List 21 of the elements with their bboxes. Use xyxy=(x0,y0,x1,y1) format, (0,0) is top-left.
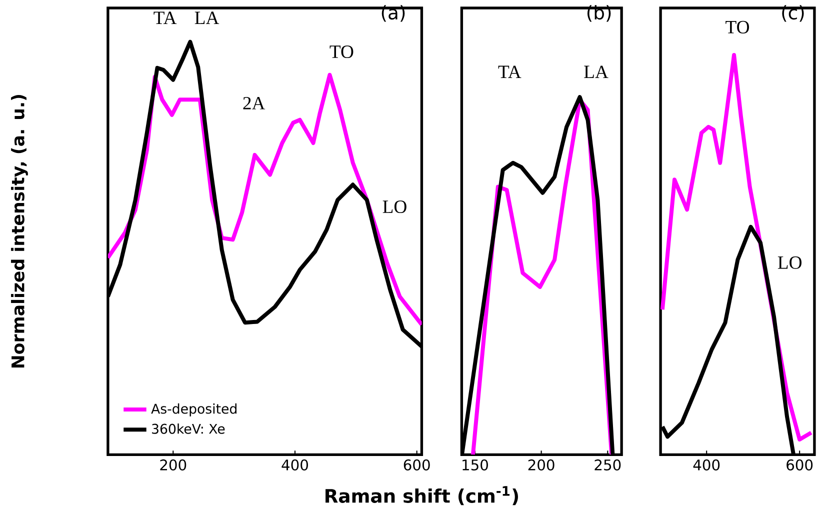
x-tick-label: 150 xyxy=(462,460,488,471)
y-axis-title: Normalized intensity, (a. u.) xyxy=(11,95,28,368)
text: TA xyxy=(498,66,522,78)
annotation: 2A xyxy=(243,97,266,110)
x-axis-title: Raman shift (cm$^{-1}$) xyxy=(326,486,518,506)
x-tick-label: 600 xyxy=(786,460,813,471)
annotation: TO xyxy=(330,46,354,58)
x-tick-label: 200 xyxy=(160,460,186,471)
x-tick-label: 400 xyxy=(693,460,720,471)
annotation: LO xyxy=(778,256,802,270)
legend-label: As-deposited xyxy=(151,404,236,417)
x-tick-label: 200 xyxy=(528,460,554,471)
x-tick-label: 400 xyxy=(282,460,308,471)
legend-label: 360keV: Xe xyxy=(152,424,225,434)
text: LA xyxy=(194,12,220,24)
text: TA xyxy=(154,12,177,24)
x-tick-label: 600 xyxy=(404,460,430,471)
x-tick-label: 250 xyxy=(594,460,621,471)
text: LA xyxy=(584,66,608,78)
annotation: LO xyxy=(382,200,406,214)
text: TO xyxy=(726,21,750,34)
